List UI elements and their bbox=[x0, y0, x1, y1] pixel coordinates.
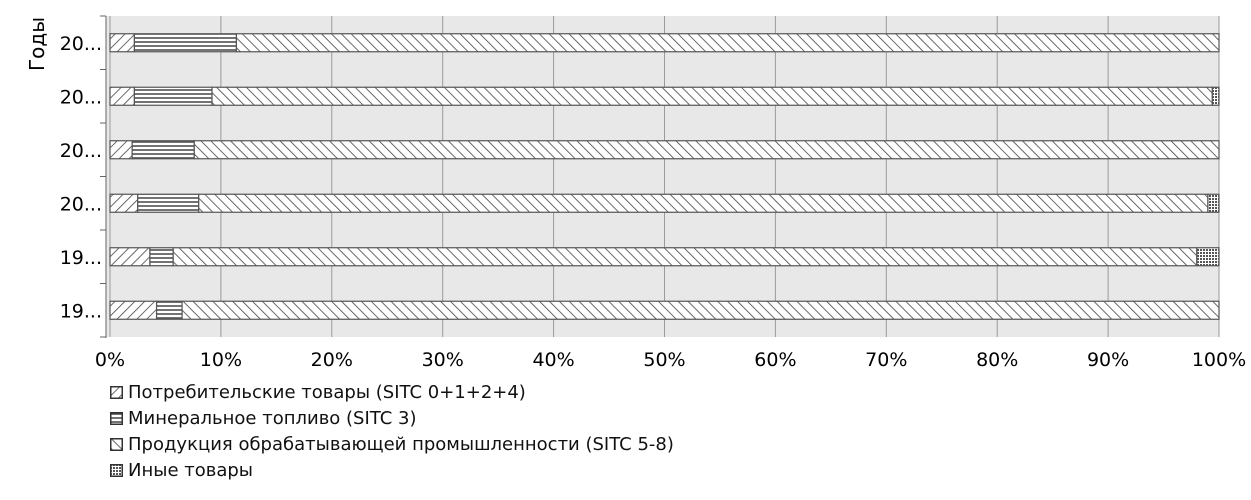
legend-label: Продукция обрабатывающей промышленности … bbox=[128, 433, 674, 455]
bar-segment-1 bbox=[109, 86, 135, 106]
x-tick-label: 50% bbox=[643, 349, 685, 371]
category-label: 19... bbox=[60, 247, 102, 269]
bar-segment-4 bbox=[1207, 193, 1220, 213]
x-tick-label: 0% bbox=[95, 349, 125, 371]
x-tick-labels: 0% 10% 20% 30% 40% 50% 60% 70% 80% 90% 100% bbox=[95, 349, 1246, 371]
legend: Потребительские товары (SITC 0+1+2+4) Мин… bbox=[110, 379, 674, 483]
bar-segment-2 bbox=[149, 247, 174, 267]
x-tick-label: 60% bbox=[754, 349, 796, 371]
x-tick-label: 70% bbox=[865, 349, 907, 371]
legend-item: Иные товары bbox=[110, 457, 674, 483]
bar-segment-2 bbox=[131, 140, 195, 160]
bar-segment-3 bbox=[172, 247, 1198, 267]
plot-area bbox=[106, 16, 1219, 337]
bar-segment-1 bbox=[109, 33, 135, 53]
category-label: 20... bbox=[60, 86, 102, 108]
bar-segment-3 bbox=[193, 140, 1220, 160]
x-tick-label: 90% bbox=[1087, 349, 1129, 371]
bar-segment-4 bbox=[1196, 247, 1220, 267]
axes bbox=[100, 15, 107, 338]
legend-item: Потребительские товары (SITC 0+1+2+4) bbox=[110, 379, 674, 405]
x-tick-label: 30% bbox=[422, 349, 464, 371]
bar-segment-1 bbox=[109, 140, 133, 160]
category-labels: 20... 20... 20... 20... 19... 19... bbox=[60, 33, 102, 323]
legend-swatch bbox=[110, 385, 123, 399]
legend-item: Минеральное топливо (SITC 3) bbox=[110, 405, 674, 431]
bar-segment-3 bbox=[198, 193, 1209, 213]
bar-segment-2 bbox=[137, 193, 200, 213]
gridlines bbox=[109, 16, 1220, 337]
bar-segment-1 bbox=[109, 193, 139, 213]
bar-segment-2 bbox=[155, 300, 183, 320]
bar-segment-3 bbox=[211, 86, 1213, 106]
bar-segment-2 bbox=[133, 33, 238, 53]
legend-label: Иные товары bbox=[128, 459, 254, 481]
legend-swatch bbox=[110, 411, 123, 425]
legend-item: Продукция обрабатывающей промышленности … bbox=[110, 431, 674, 457]
x-tick-label: 100% bbox=[1192, 349, 1246, 371]
x-tick-label: 10% bbox=[200, 349, 242, 371]
legend-label: Минеральное топливо (SITC 3) bbox=[128, 407, 417, 429]
bar-segment-3 bbox=[235, 33, 1220, 53]
category-label: 20... bbox=[60, 140, 102, 162]
y-axis-label: Годы bbox=[25, 17, 49, 71]
bar-segment-2 bbox=[133, 86, 213, 106]
legend-label: Потребительские товары (SITC 0+1+2+4) bbox=[128, 381, 526, 403]
x-tick-label: 20% bbox=[311, 349, 353, 371]
category-label: 20... bbox=[60, 193, 102, 215]
x-tick-label: 80% bbox=[976, 349, 1018, 371]
bar-segment-3 bbox=[181, 300, 1220, 320]
bar-segment-4 bbox=[1211, 86, 1220, 106]
x-tick-label: 40% bbox=[532, 349, 574, 371]
legend-swatch bbox=[110, 463, 123, 477]
bars bbox=[109, 33, 1220, 320]
legend-swatch bbox=[110, 437, 123, 451]
bar-segment-1 bbox=[109, 300, 158, 320]
category-label: 20... bbox=[60, 33, 102, 55]
category-label: 19... bbox=[60, 300, 102, 322]
bar-segment-1 bbox=[109, 247, 151, 267]
